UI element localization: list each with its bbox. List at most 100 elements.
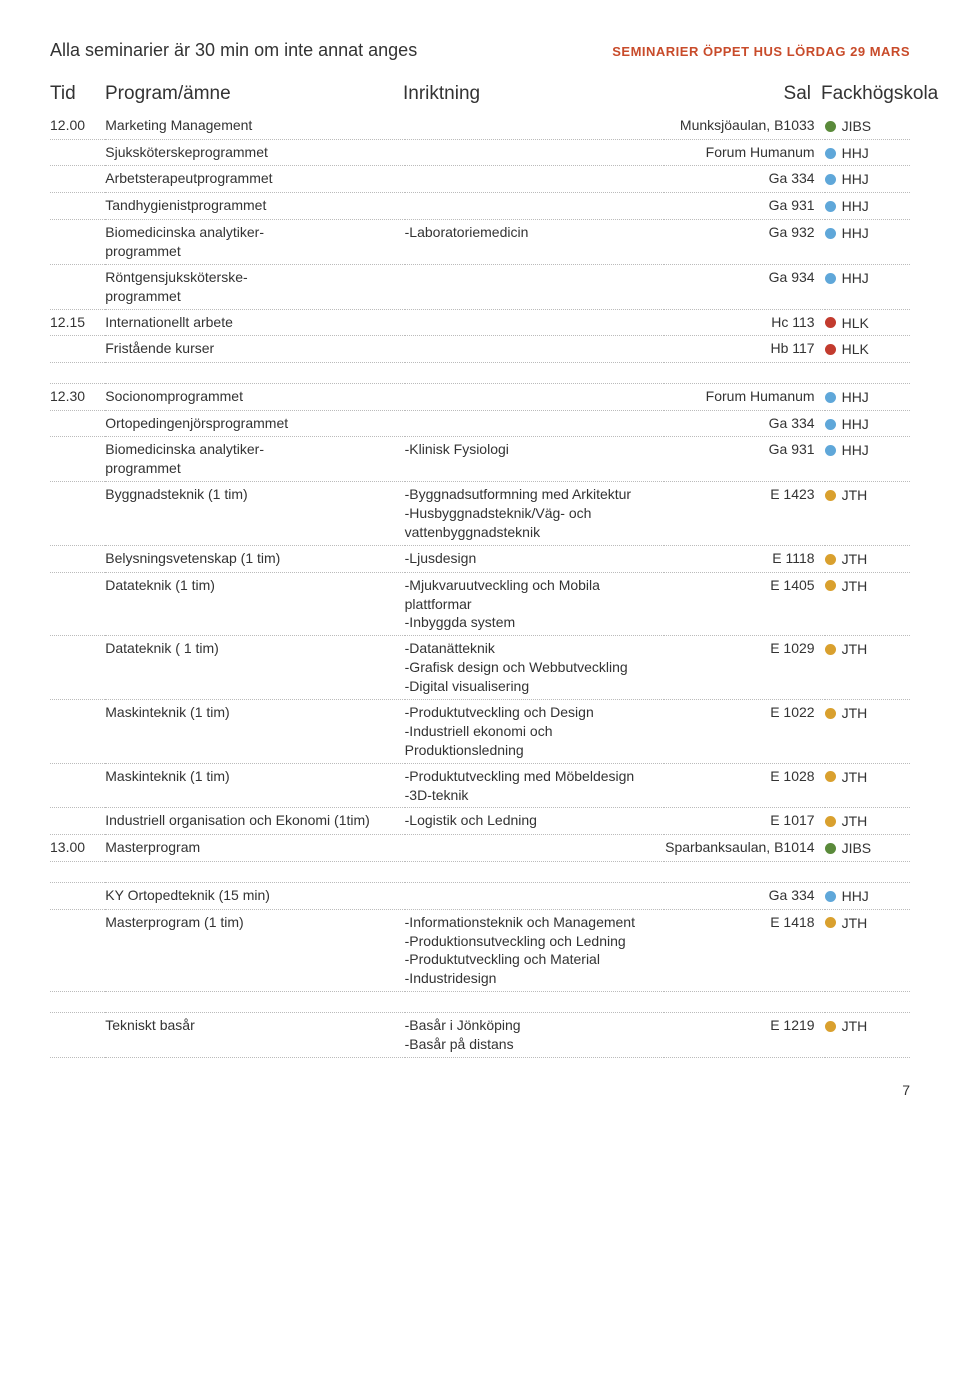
table-row: Fristående kurser Hb 117 HLK: [50, 336, 910, 363]
school-label: HHJ: [842, 416, 869, 432]
school-label: HHJ: [842, 442, 869, 458]
table-row: 13.00MasterprogramSparbanksaulan, B1014J…: [50, 835, 910, 862]
cell-fack: HHJ: [825, 264, 910, 309]
cell-sal: Ga 334: [664, 166, 825, 193]
school-label: JTH: [842, 1018, 868, 1034]
cell-fack: JTH: [825, 909, 910, 992]
cell-inriktning: -Byggnadsutformning med Arkitektur -Husb…: [405, 482, 664, 546]
table-row: TandhygienistprogrammetGa 931HHJ: [50, 193, 910, 220]
col-program: Program/ämne: [105, 83, 403, 105]
cell-inriktning: -Logistik och Ledning: [405, 808, 664, 835]
cell-sal: E 1029: [664, 636, 825, 700]
school-dot-icon: [825, 148, 836, 159]
school-dot-icon: [825, 445, 836, 456]
table-row: Datateknik ( 1 tim)-Datanätteknik -Grafi…: [50, 636, 910, 700]
cell-sal: Hc 113: [664, 309, 825, 336]
cell-program: Ortopedingenjörsprogrammet: [105, 410, 404, 437]
cell-tid: [50, 482, 105, 546]
block-separator: [50, 362, 910, 383]
cell-inriktning: [405, 139, 664, 166]
cell-fack: JTH: [825, 808, 910, 835]
cell-inriktning: [405, 309, 664, 336]
cell-inriktning: -Laboratoriemedicin: [405, 219, 664, 264]
cell-tid: [50, 909, 105, 992]
cell-sal: Forum Humanum: [664, 383, 825, 410]
cell-fack: JTH: [825, 545, 910, 572]
cell-inriktning: [405, 166, 664, 193]
cell-program: Maskinteknik (1 tim): [105, 763, 404, 808]
col-inriktning: Inriktning: [403, 83, 661, 105]
cell-program: Tekniskt basår: [105, 1013, 404, 1058]
table-row: 12.30SocionomprogrammetForum HumanumHHJ: [50, 383, 910, 410]
cell-fack: HLK: [825, 336, 910, 363]
school-dot-icon: [825, 554, 836, 565]
cell-fack: HHJ: [825, 139, 910, 166]
cell-sal: E 1028: [664, 763, 825, 808]
cell-inriktning: [405, 264, 664, 309]
cell-inriktning: [405, 336, 664, 363]
page-number: 7: [50, 1082, 910, 1098]
cell-fack: JIBS: [825, 835, 910, 862]
cell-sal: Hb 117: [664, 336, 825, 363]
seminar-table: 12.00Marketing ManagementMunksjöaulan, B…: [50, 113, 910, 1058]
cell-fack: HHJ: [825, 193, 910, 220]
school-label: JIBS: [842, 118, 872, 134]
cell-fack: HHJ: [825, 410, 910, 437]
table-row: Belysningsvetenskap (1 tim)-LjusdesignE …: [50, 545, 910, 572]
school-label: HLK: [842, 341, 869, 357]
table-row: 12.00Marketing ManagementMunksjöaulan, B…: [50, 113, 910, 139]
cell-tid: [50, 763, 105, 808]
cell-tid: [50, 636, 105, 700]
cell-program: Marketing Management: [105, 113, 404, 139]
cell-tid: [50, 336, 105, 363]
cell-program: Biomedicinska analytiker- programmet: [105, 437, 404, 482]
cell-sal: Ga 334: [664, 410, 825, 437]
cell-fack: HHJ: [825, 437, 910, 482]
cell-fack: HHJ: [825, 882, 910, 909]
cell-tid: [50, 437, 105, 482]
cell-program: Arbetsterapeutprogrammet: [105, 166, 404, 193]
school-dot-icon: [825, 201, 836, 212]
school-dot-icon: [825, 580, 836, 591]
cell-inriktning: -Produktutveckling med Möbeldesign -3D-t…: [405, 763, 664, 808]
cell-tid: 13.00: [50, 835, 105, 862]
cell-tid: [50, 264, 105, 309]
intro-text: Alla seminarier är 30 min om inte annat …: [50, 40, 417, 61]
cell-program: Biomedicinska analytiker- programmet: [105, 219, 404, 264]
cell-tid: [50, 193, 105, 220]
table-row: Datateknik (1 tim)-Mjukvaruutveckling oc…: [50, 572, 910, 636]
cell-tid: [50, 699, 105, 763]
cell-sal: Forum Humanum: [664, 139, 825, 166]
cell-sal: E 1405: [664, 572, 825, 636]
cell-inriktning: -Basår i Jönköping -Basår på distans: [405, 1013, 664, 1058]
school-label: JTH: [842, 768, 868, 784]
cell-sal: Sparbanksaulan, B1014: [664, 835, 825, 862]
block-separator: [50, 861, 910, 882]
cell-tid: [50, 572, 105, 636]
cell-tid: [50, 166, 105, 193]
cell-tid: 12.00: [50, 113, 105, 139]
cell-inriktning: -Informationsteknik och Management -Prod…: [405, 909, 664, 992]
cell-sal: Ga 934: [664, 264, 825, 309]
cell-inriktning: [405, 383, 664, 410]
cell-program: Röntgensjuksköterske- programmet: [105, 264, 404, 309]
cell-inriktning: [405, 835, 664, 862]
school-dot-icon: [825, 174, 836, 185]
school-dot-icon: [825, 317, 836, 328]
cell-program: Fristående kurser: [105, 336, 404, 363]
table-row: Biomedicinska analytiker- programmet-Lab…: [50, 219, 910, 264]
cell-fack: HHJ: [825, 219, 910, 264]
school-dot-icon: [825, 708, 836, 719]
table-row: SjuksköterskeprogrammetForum HumanumHHJ: [50, 139, 910, 166]
table-row: Maskinteknik (1 tim)-Produktutveckling m…: [50, 763, 910, 808]
school-dot-icon: [825, 816, 836, 827]
school-label: HHJ: [842, 270, 869, 286]
school-dot-icon: [825, 344, 836, 355]
school-dot-icon: [825, 891, 836, 902]
school-dot-icon: [825, 843, 836, 854]
cell-program: Datateknik (1 tim): [105, 572, 404, 636]
cell-program: Belysningsvetenskap (1 tim): [105, 545, 404, 572]
cell-program: Internationellt arbete: [105, 309, 404, 336]
cell-program: Datateknik ( 1 tim): [105, 636, 404, 700]
school-dot-icon: [825, 392, 836, 403]
